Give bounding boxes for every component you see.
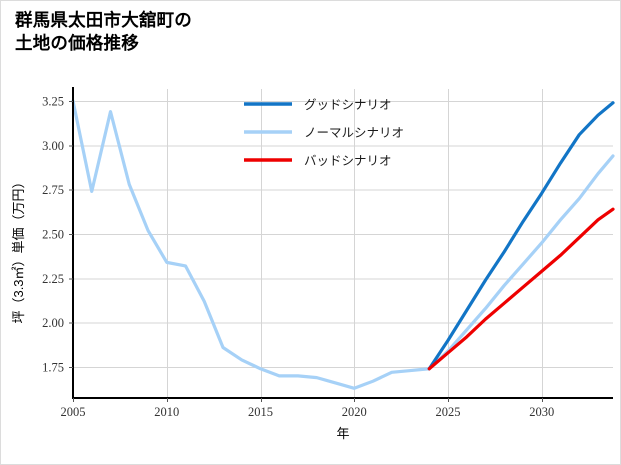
x-tick-label: 2020: [342, 405, 367, 419]
y-axis-title: 坪（3.3㎡）単価（万円）: [11, 175, 26, 323]
legend-label-normal: ノーマルシナリオ: [304, 126, 404, 140]
y-tick-label: 2.25: [42, 272, 64, 286]
x-axis-tick-labels: 2005 2010 2015 2020 2025 2030: [61, 405, 555, 419]
x-tick-label: 2015: [248, 405, 273, 419]
y-tick-label: 2.00: [42, 316, 64, 330]
y-tick-label: 2.50: [42, 228, 64, 242]
series-line-bad: [427, 207, 615, 371]
x-tick-label: 2005: [61, 405, 86, 419]
x-tick-label: 2030: [529, 405, 554, 419]
y-axis-tick-labels: 3.25 3.00 2.75 2.50 2.25 2.00 1.75: [42, 95, 64, 375]
legend-item-normal[interactable]: ノーマルシナリオ: [244, 126, 404, 140]
x-tick-label: 2010: [154, 405, 179, 419]
series-group: [71, 99, 615, 390]
axis-ticks-group: [69, 101, 543, 402]
x-tick-label: 2025: [436, 405, 461, 419]
axis-titles-group: 年 坪（3.3㎡）単価（万円）: [11, 175, 350, 441]
y-tick-label: 3.00: [42, 139, 64, 153]
legend-label-good: グッドシナリオ: [304, 98, 392, 112]
legend-item-good[interactable]: グッドシナリオ: [244, 98, 392, 112]
x-axis-title: 年: [336, 426, 349, 441]
page-title: 群馬県太田市大舘町の 土地の価格推移: [15, 10, 192, 54]
series-line-good: [427, 101, 615, 371]
legend-label-bad: バッドシナリオ: [304, 154, 392, 168]
y-tick-label: 3.25: [42, 95, 64, 109]
y-tick-label: 1.75: [42, 361, 64, 375]
y-tick-label: 2.75: [42, 183, 64, 197]
legend-item-bad[interactable]: バッドシナリオ: [244, 154, 392, 168]
series-line-normal: [71, 99, 615, 390]
